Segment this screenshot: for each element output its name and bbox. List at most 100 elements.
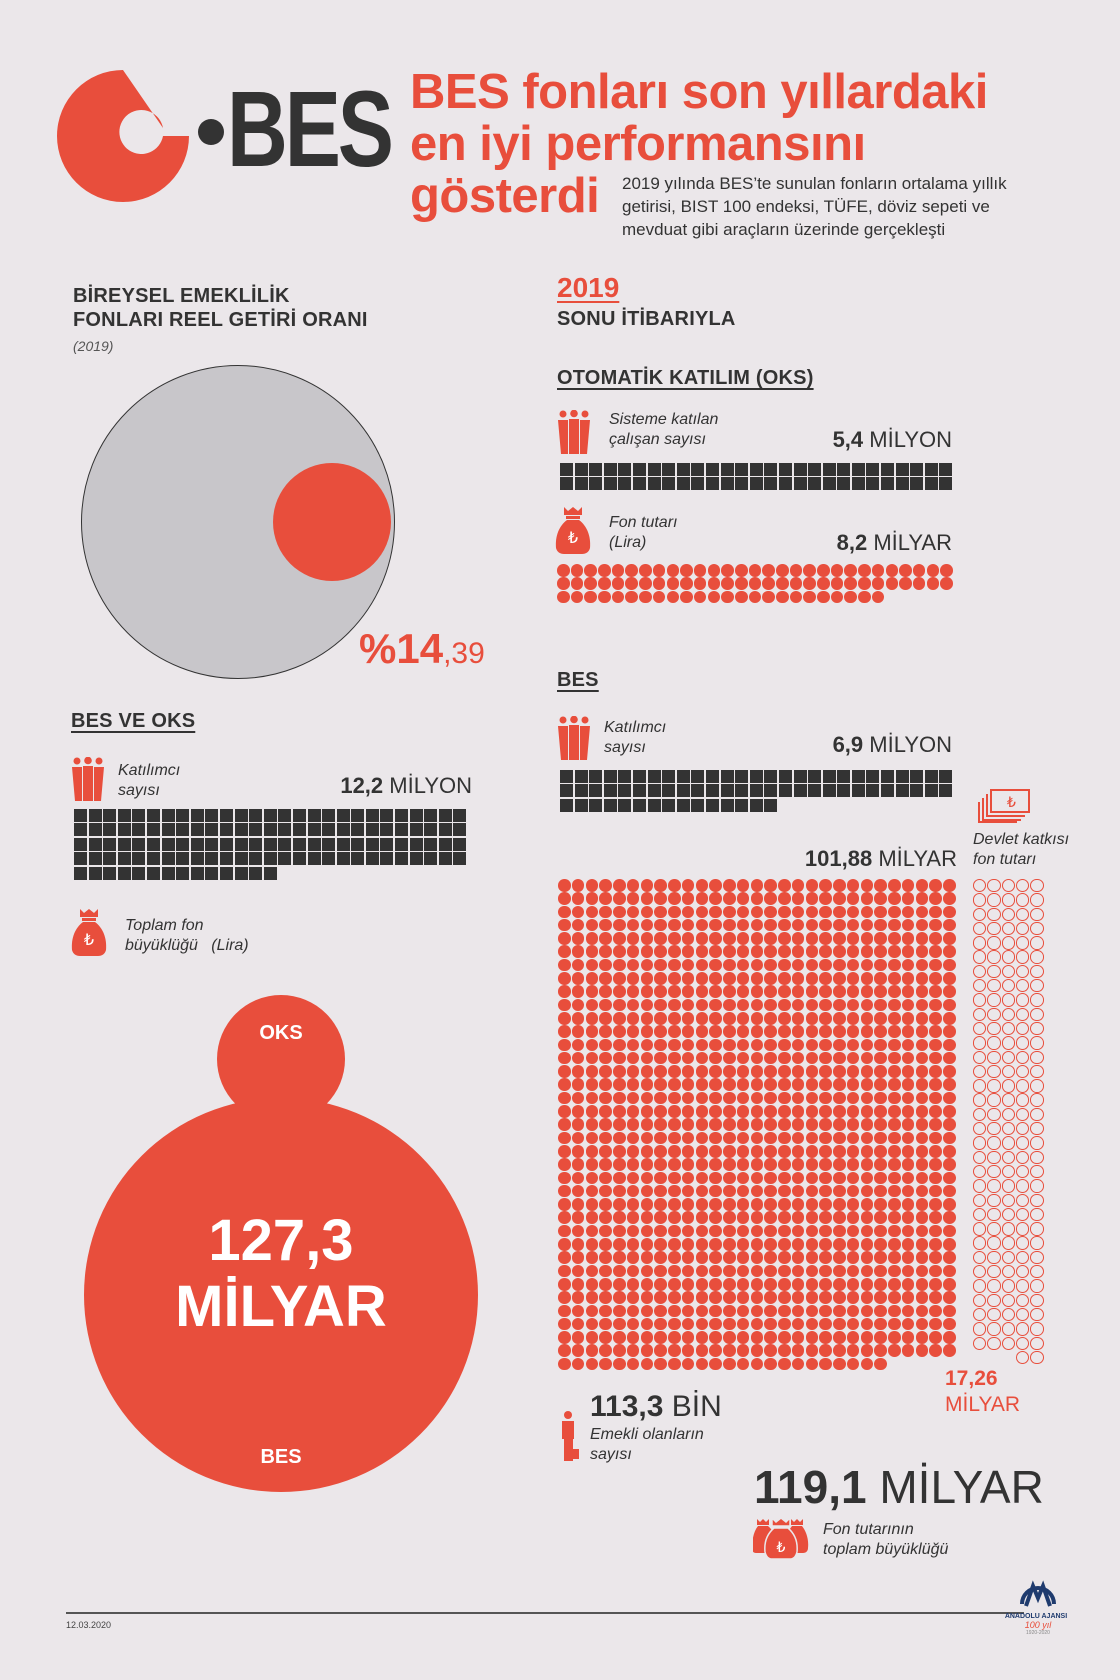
fund-dot — [901, 1198, 915, 1211]
participant-square — [866, 784, 880, 798]
participant-square — [603, 770, 617, 783]
fund-dot — [599, 1238, 612, 1251]
fund-dot — [681, 985, 695, 998]
fund-dot — [915, 1264, 929, 1278]
fund-dot — [654, 1118, 667, 1131]
fund-dot — [681, 932, 695, 945]
participant-square — [205, 823, 219, 837]
fund-dot — [819, 1171, 832, 1185]
fund-dot — [888, 905, 901, 919]
state-contribution-label: Devlet katkısı fon tutarı — [973, 830, 1069, 870]
fund-dot — [874, 1105, 887, 1118]
fund-dot — [721, 564, 734, 577]
fund-dot — [681, 1304, 695, 1318]
employee-square — [851, 463, 865, 476]
state-contribution-dot — [973, 1093, 987, 1107]
fund-dot — [695, 985, 709, 998]
fund-dot — [723, 905, 736, 919]
fund-dot — [558, 1118, 571, 1131]
fund-dot — [723, 1357, 736, 1371]
fund-dot — [901, 1025, 915, 1038]
fund-dot — [819, 1144, 832, 1158]
fund-dot — [736, 1144, 750, 1158]
state-contribution-dot — [973, 950, 987, 964]
fund-dot — [929, 918, 942, 932]
fund-dot — [558, 932, 571, 945]
fund-dot — [613, 892, 626, 905]
fund-dot — [640, 1198, 654, 1211]
fund-dot — [943, 892, 956, 905]
fund-dot — [943, 1118, 956, 1131]
fund-dot — [846, 1011, 860, 1025]
fund-dot — [723, 1304, 736, 1318]
state-contribution-dot — [1015, 1164, 1030, 1179]
fund-dot — [668, 905, 681, 919]
fund-dot — [613, 1105, 626, 1118]
fund-dot — [723, 1158, 736, 1171]
state-contribution-dot — [1001, 993, 1015, 1007]
fund-dot — [599, 972, 612, 985]
fund-dot — [736, 879, 750, 892]
fund-dot — [695, 1277, 709, 1291]
employee-square — [691, 463, 705, 476]
value-number: 119,1 — [754, 1461, 867, 1513]
fund-dot — [736, 918, 750, 932]
participant-square — [453, 809, 467, 822]
fund-dot — [940, 577, 953, 590]
fund-dot — [805, 892, 819, 905]
fund-dot — [640, 1184, 654, 1198]
fund-dot — [654, 1184, 667, 1198]
fund-dot — [654, 1198, 667, 1211]
fund-dot — [805, 1224, 819, 1238]
fund-dot — [585, 1144, 599, 1158]
fund-dot — [599, 1051, 612, 1065]
fund-dot — [874, 1238, 887, 1251]
fund-dot — [695, 1198, 709, 1211]
state-contribution-dot — [1015, 1293, 1030, 1307]
fund-dot — [929, 892, 942, 905]
fund-dot — [764, 1317, 777, 1331]
fund-dot — [723, 918, 736, 932]
fund-dot — [709, 1131, 722, 1145]
state-contribution-dot — [973, 879, 987, 893]
fund-dot — [874, 1251, 887, 1264]
fund-dot — [943, 1344, 956, 1357]
fund-dot — [791, 892, 805, 905]
fund-dot — [599, 945, 612, 959]
fund-dot — [709, 1198, 722, 1211]
participant-square — [647, 784, 661, 798]
fund-dot — [695, 1144, 709, 1158]
employee-square — [574, 463, 588, 476]
employee-square — [866, 463, 880, 476]
fund-dot — [885, 577, 899, 590]
participant-square — [263, 852, 277, 866]
fund-dot — [888, 1277, 901, 1291]
state-contribution-dot — [1001, 1265, 1015, 1279]
fund-dot — [750, 1238, 764, 1251]
fund-dot — [750, 1078, 764, 1092]
state-contribution-dot — [973, 1336, 987, 1350]
fund-dot — [803, 577, 816, 590]
state-contribution-dot — [1001, 1322, 1015, 1336]
fund-dot — [558, 1091, 571, 1105]
fund-dot — [871, 564, 885, 577]
fund-dot — [571, 1238, 585, 1251]
employee-square — [560, 477, 573, 491]
fund-dot — [805, 1171, 819, 1185]
fund-dot — [912, 577, 926, 590]
fund-dot — [654, 985, 667, 998]
fund-dot — [805, 1357, 819, 1371]
fund-dot — [791, 1011, 805, 1025]
label-line: (Lira) — [211, 937, 249, 954]
fund-dot — [585, 892, 599, 905]
fund-dot — [846, 879, 860, 892]
state-contribution-dot — [973, 979, 987, 993]
employee-square — [778, 463, 792, 476]
fund-dot — [860, 1065, 874, 1078]
fund-dot — [681, 1264, 695, 1278]
employee-square — [866, 477, 880, 491]
participant-square — [822, 784, 836, 798]
fund-dot — [571, 1144, 585, 1158]
participant-square — [132, 809, 146, 822]
fund-dot — [929, 1198, 942, 1211]
